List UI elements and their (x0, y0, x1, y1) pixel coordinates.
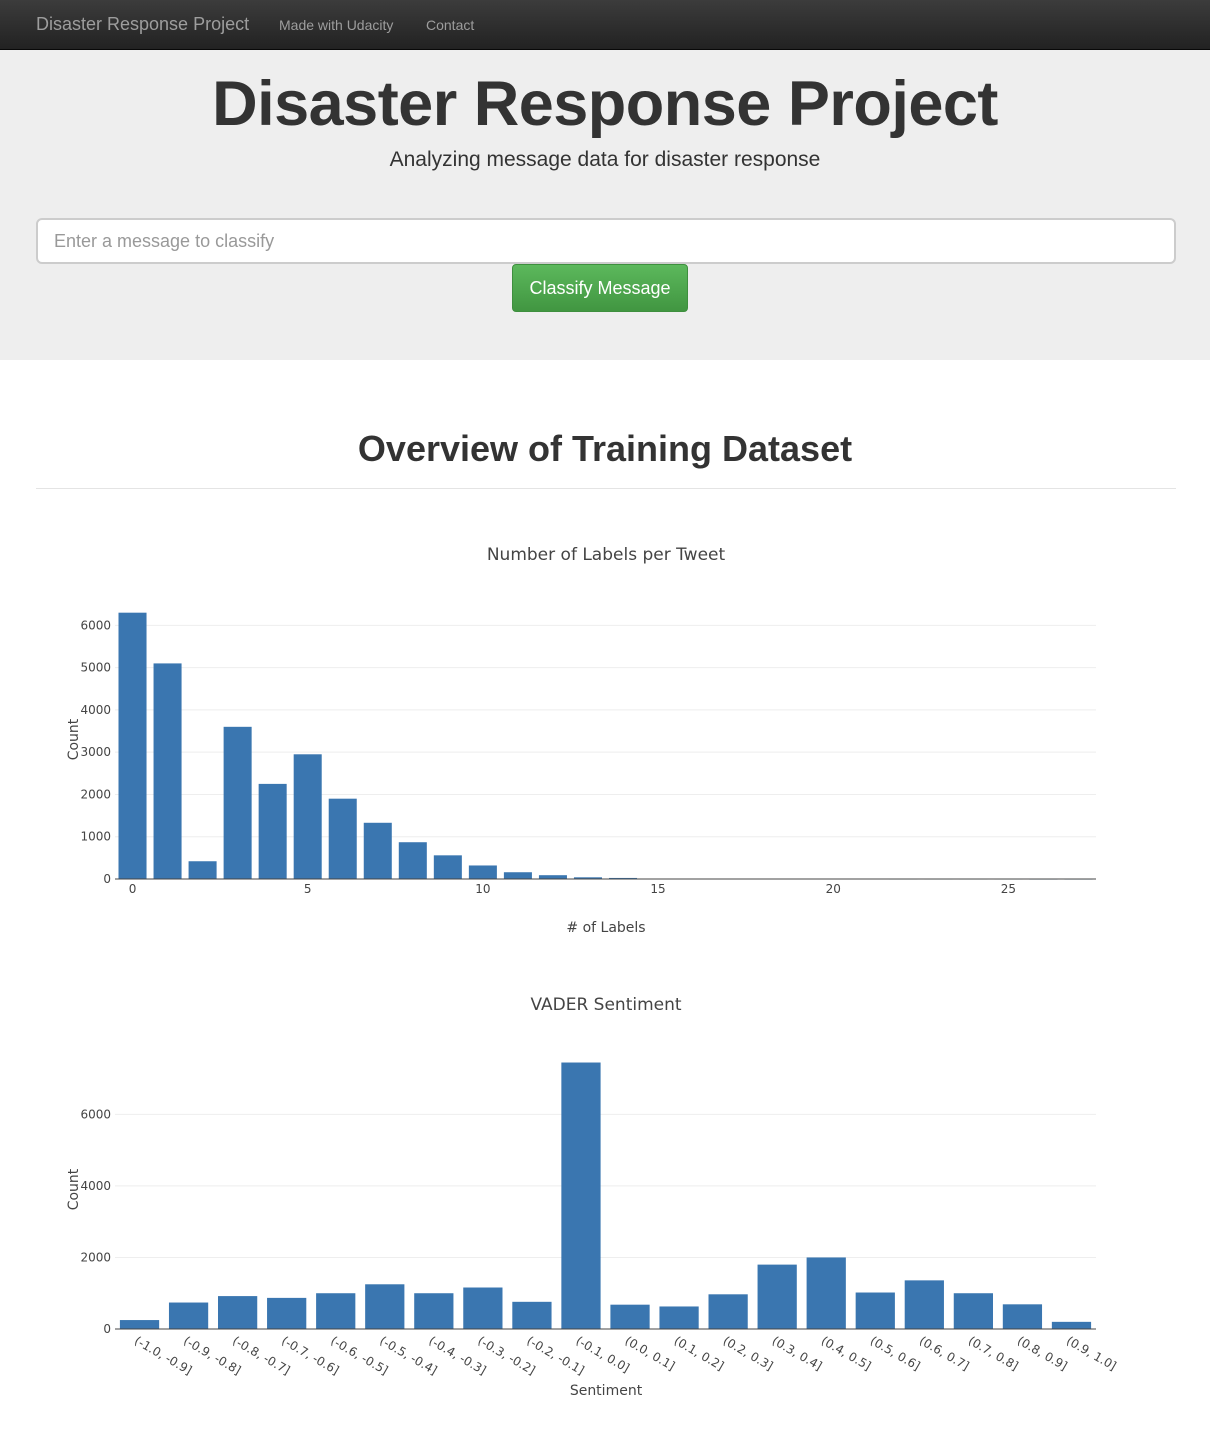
bar (503, 872, 532, 879)
x-axis-label: Sentiment (570, 1383, 643, 1399)
chart-title: Number of Labels per Tweet (487, 545, 726, 565)
x-tick-label: (0.7, 0.8] (966, 1333, 1021, 1373)
labels-per-tweet-chart: Number of Labels per Tweet 0 1000 2000 3000 4… (66, 545, 1096, 936)
bar (365, 1284, 405, 1329)
y-axis-label: Count (66, 718, 82, 760)
y-tick-label: 4000 (80, 703, 111, 717)
bar (573, 877, 602, 879)
section-title: Overview of Training Dataset (357, 428, 853, 469)
bar (398, 842, 427, 879)
bar (463, 1287, 503, 1329)
y-axis-label: Count (66, 1168, 82, 1210)
y-tick-label: 0 (103, 872, 111, 886)
x-axis-label: # of Labels (566, 920, 645, 936)
bar (561, 1062, 601, 1329)
y-tick-label: 4000 (80, 1179, 111, 1193)
bar (118, 612, 147, 879)
bar (538, 875, 567, 879)
jumbotron: Disaster Response Project Analyzing mess… (0, 50, 1210, 360)
page-subtitle: Analyzing message data for disaster resp… (389, 148, 821, 171)
x-tick-label: (0.0, 0.1] (623, 1333, 678, 1373)
bar (512, 1301, 552, 1329)
y-tick-label: 3000 (80, 745, 111, 759)
chart-title: VADER Sentiment (530, 995, 681, 1015)
nav-link-contact[interactable]: Contact (426, 17, 475, 33)
bar (953, 1293, 993, 1329)
x-tick-label: (0.6, 0.7] (917, 1333, 972, 1373)
y-tick-label: 5000 (80, 661, 111, 675)
bar (153, 663, 182, 879)
bar (609, 877, 638, 879)
bar (1002, 1304, 1043, 1329)
x-tick-label: (0.4, 0.5] (819, 1333, 874, 1373)
x-tick-label: (0.1, 0.2] (672, 1333, 727, 1373)
message-input[interactable] (36, 218, 1176, 264)
x-tick-label: 0 (129, 882, 137, 896)
bar (708, 1294, 748, 1329)
bar (168, 1302, 209, 1329)
bar (316, 1293, 356, 1329)
x-tick-label: 10 (475, 882, 490, 896)
bar (218, 1296, 258, 1329)
bar (293, 754, 322, 879)
x-tick-label: (0.9, 1.0] (1064, 1333, 1119, 1373)
x-tick-label: 25 (1001, 882, 1016, 896)
bar (223, 726, 252, 879)
y-tick-label: 6000 (80, 618, 111, 632)
x-tick-label: (0.8, 0.9] (1015, 1333, 1070, 1373)
bar (904, 1280, 944, 1329)
y-tick-label: 2000 (80, 1250, 111, 1264)
bar (414, 1293, 454, 1329)
y-tick-label: 2000 (80, 787, 111, 801)
x-tick-label: 15 (650, 882, 665, 896)
bar (267, 1297, 307, 1329)
x-tick-label: 20 (826, 882, 841, 896)
x-tick-label: (0.2, 0.3] (721, 1333, 776, 1373)
bar (610, 1304, 650, 1329)
x-tick-label: (0.3, 0.4] (770, 1333, 825, 1373)
bar (328, 798, 357, 879)
x-tick-label: 5 (304, 882, 312, 896)
bar (363, 822, 392, 879)
bar (468, 865, 497, 879)
bar (188, 861, 217, 879)
bar (757, 1264, 797, 1329)
nav-link-made-with-udacity[interactable]: Made with Udacity (279, 17, 394, 33)
y-tick-label: 1000 (80, 830, 111, 844)
bar (659, 1306, 699, 1329)
section-divider (36, 488, 1176, 489)
navbar-brand[interactable]: Disaster Response Project (36, 14, 250, 34)
bar (258, 783, 287, 879)
bar (806, 1257, 846, 1329)
y-tick-label: 6000 (80, 1107, 111, 1121)
bar (119, 1320, 160, 1329)
page-title: Disaster Response Project (212, 69, 998, 139)
y-tick-label: 0 (103, 1322, 111, 1336)
bar (433, 855, 462, 879)
classify-message-button[interactable]: Classify Message (512, 264, 688, 312)
bar (1051, 1321, 1092, 1329)
x-tick-label: (0.5, 0.6] (868, 1333, 923, 1373)
bar (855, 1292, 895, 1329)
navbar: Disaster Response Project Made with Udac… (0, 0, 1210, 50)
